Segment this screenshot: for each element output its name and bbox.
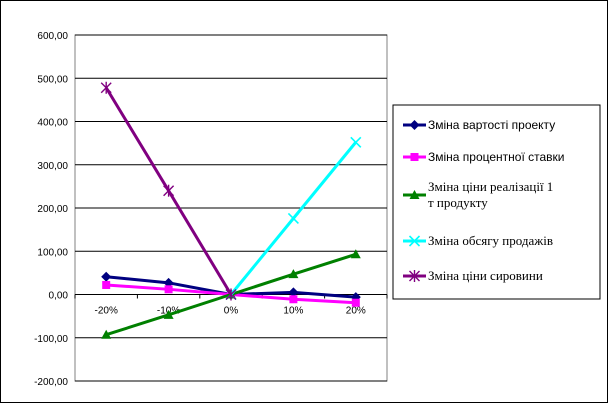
legend-entry: Зміна ціни реалізації 1т продукту [403,179,553,210]
legend-label: Зміна вартості проекту [428,118,555,132]
legend: Зміна вартості проекту Зміна процентної с… [392,104,601,300]
data-point-star [163,184,175,197]
data-point-square [351,298,360,307]
y-tick-label: 500,00 [37,74,68,85]
y-tick-label: 600,00 [37,31,68,42]
legend-box [392,104,601,300]
data-point-star [225,288,237,301]
legend-entry: Зміна ціни сировини [403,268,543,283]
data-point-diamond [288,287,299,298]
y-axis-tick-labels: 600,00 500,00 400,00 300,00 200,00 100,00 0,00… [34,31,68,388]
x-tick-label: -20% [95,306,118,317]
legend-entry: Зміна обсягу продажів [403,233,553,248]
legend-entry: Зміна процентної ставки [403,150,565,164]
legend-label: Зміна ціни сировини [428,268,543,283]
gridlines [75,34,387,382]
y-tick-label: 0,00 [49,291,69,302]
data-point-star [100,81,112,94]
data-point-square [102,280,111,289]
data-point-square [410,153,419,161]
y-tick-label: -200,00 [34,377,68,388]
series-5 [100,81,237,301]
data-point-x [350,136,362,148]
data-point-triangle [350,249,361,259]
data-point-diamond [409,120,420,130]
y-tick-label: 100,00 [37,247,68,258]
data-point-square [289,295,298,304]
y-tick-label: 300,00 [37,161,68,172]
data-point-star [409,270,420,282]
data-point-triangle [101,329,112,339]
data-point-square [164,285,173,294]
legend-label: Зміна ціни реалізації 1 [428,179,553,194]
data-point-x [287,212,299,224]
legend-entry: Зміна вартості проекту [403,118,555,132]
y-tick-label: -100,00 [34,334,68,345]
data-point-diamond [101,271,112,282]
data-point-x [408,235,421,247]
legend-label: Зміна обсягу продажів [428,233,553,248]
y-tick-label: 200,00 [37,204,68,215]
y-tick-label: 400,00 [37,118,68,129]
x-tick-label: 20% [346,306,366,317]
legend-label: т продукту [428,195,488,210]
data-point-triangle [288,269,299,279]
series-group [100,81,362,339]
data-point-triangle [163,309,174,319]
legend-label: Зміна процентної ставки [428,150,565,164]
x-tick-label: 0% [224,306,239,317]
data-point-triangle [409,190,420,199]
x-tick-label: 10% [283,306,303,317]
